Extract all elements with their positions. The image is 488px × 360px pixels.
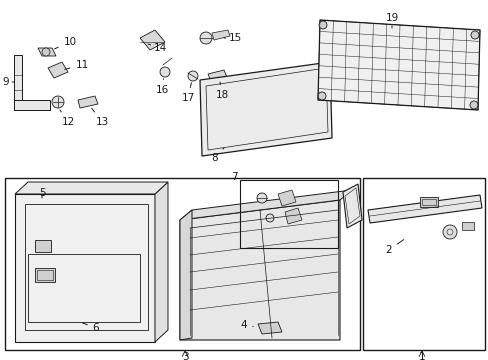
Text: 12: 12 [60,110,75,127]
Polygon shape [78,96,98,108]
Circle shape [469,101,477,109]
Polygon shape [48,62,68,78]
Circle shape [187,71,198,81]
Polygon shape [285,208,302,224]
Polygon shape [155,182,168,342]
Text: 17: 17 [181,83,194,103]
Text: 9: 9 [2,77,14,87]
Text: 11: 11 [64,60,88,70]
Circle shape [52,96,64,108]
Text: 16: 16 [155,79,168,95]
Text: 19: 19 [385,13,398,28]
Bar [28,254,140,322]
Bar [35,268,55,282]
Polygon shape [317,20,479,110]
Circle shape [265,214,273,222]
Text: 15: 15 [224,33,241,43]
Bar [461,222,473,230]
Text: 7: 7 [231,172,238,182]
Text: 6: 6 [82,323,99,333]
Polygon shape [180,200,339,340]
Polygon shape [367,195,481,223]
Bar [37,270,53,280]
Polygon shape [207,70,227,84]
Polygon shape [200,62,331,156]
Polygon shape [140,30,164,50]
Text: 5: 5 [39,188,45,198]
Bar [35,240,51,252]
Polygon shape [180,210,192,340]
Bar [419,197,437,207]
Text: 4: 4 [240,320,253,330]
Circle shape [160,67,170,77]
Polygon shape [180,190,351,220]
Bar [362,178,484,350]
Polygon shape [38,48,56,56]
Polygon shape [15,182,168,194]
Text: 1: 1 [418,352,425,360]
Bar [421,199,435,205]
Text: 14: 14 [148,43,166,53]
Text: 2: 2 [385,240,403,255]
Text: 10: 10 [55,37,77,49]
Polygon shape [212,30,229,40]
Polygon shape [15,194,155,342]
Circle shape [42,48,50,56]
Polygon shape [342,184,361,228]
Polygon shape [278,190,295,206]
Bar [240,180,337,248]
Circle shape [470,31,478,39]
Circle shape [257,193,266,203]
Circle shape [200,32,212,44]
Polygon shape [258,322,282,334]
Polygon shape [14,55,22,110]
Circle shape [442,225,456,239]
Bar [5,178,359,350]
Text: 18: 18 [215,82,228,100]
Circle shape [317,92,325,100]
Text: 8: 8 [211,148,224,163]
Text: 13: 13 [91,108,108,127]
Circle shape [318,21,326,29]
Polygon shape [14,100,50,110]
Text: 3: 3 [182,352,188,360]
